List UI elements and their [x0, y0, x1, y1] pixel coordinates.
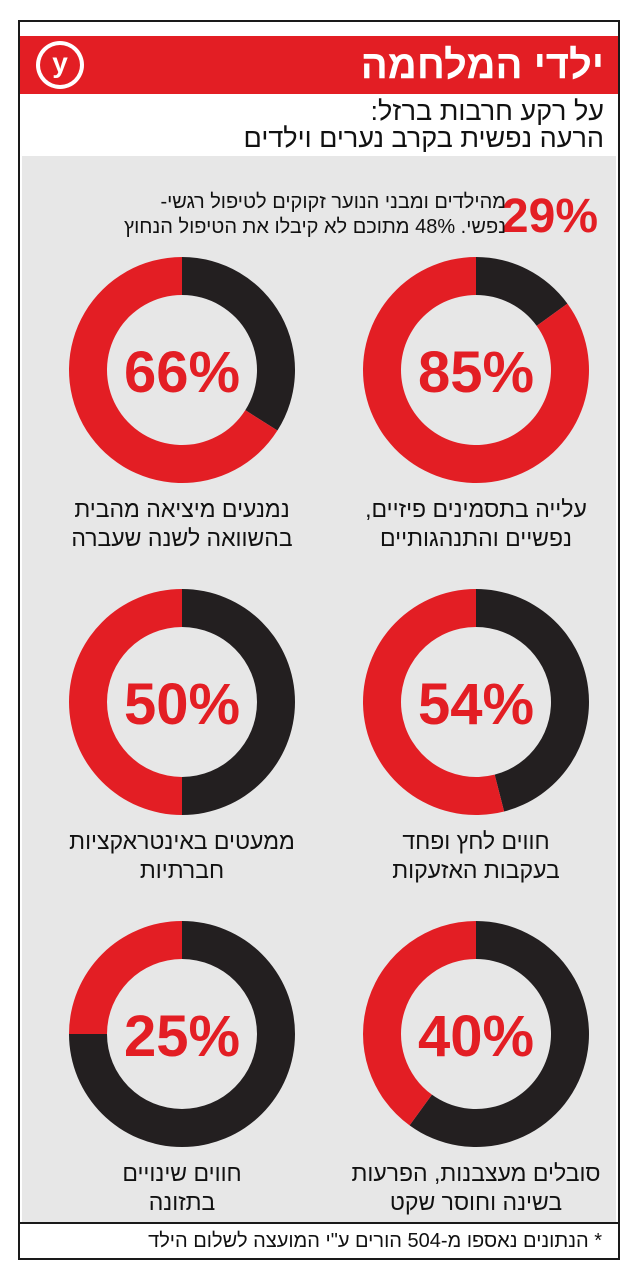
donut-caption-line-2: בשינה וחוסר שקט	[389, 1189, 563, 1215]
donut-remainder-slice	[409, 921, 589, 1147]
donut-value-slice	[363, 589, 505, 815]
donut-caption-4: ממעטים באינטראקציות חברתיות	[47, 827, 317, 885]
title-bar: ילדי המלחמה y	[20, 36, 618, 94]
donut-caption-line-1: עלייה בתסמינים פיזיים,	[365, 496, 587, 522]
donut-chart-6: 25%	[69, 921, 295, 1147]
donut-remainder-slice	[476, 589, 589, 812]
donut-caption-2: נמנעים מיציאה מהבית בהשוואה לשנה שעברה	[47, 495, 317, 553]
infographic-frame: ילדי המלחמה y על רקע חרבות ברזל: הרעה נפ…	[18, 20, 620, 1260]
headline-text: מהילדים ומבני הנוער זקוקים לטיפול רגשי- …	[46, 190, 506, 240]
donut-caption-line-2: בהשוואה לשנה שעברה	[71, 525, 293, 551]
donut-svg-1: 85%	[363, 257, 589, 483]
logo-letter-icon: y	[52, 50, 68, 78]
donut-remainder-slice	[476, 257, 568, 326]
donut-caption-line-2: חברתיות	[139, 857, 225, 883]
donut-value-slice	[69, 921, 182, 1034]
content-panel: 29% מהילדים ומבני הנוער זקוקים לטיפול רג…	[22, 156, 616, 1222]
donut-value-slice	[363, 257, 589, 483]
headline-line-1: מהילדים ומבני הנוער זקוקים לטיפול רגשי-	[160, 191, 506, 213]
svg-text:y: y	[52, 50, 68, 78]
donut-value-slice	[69, 589, 182, 815]
page-title: ילדי המלחמה	[360, 43, 604, 87]
donut-caption-line-2: בעקבות האזעקות	[392, 857, 560, 883]
donut-caption-line-1: נמנעים מיציאה מהבית	[74, 496, 290, 522]
footer-note: * הנתונים נאספו מ-504 הורים ע"י המועצה ל…	[20, 1222, 618, 1258]
donut-chart-2: 66%	[69, 257, 295, 483]
donut-svg-5: 40%	[363, 921, 589, 1147]
subtitle-line-2: הרעה נפשית בקרב נערים וילדים	[243, 123, 604, 153]
donut-value-label: 54%	[418, 672, 534, 737]
donut-value-slice	[363, 921, 476, 1126]
donut-caption-6: חווים שינויים בתזונה	[47, 1159, 317, 1217]
logo-icon: y	[36, 41, 84, 89]
donut-caption-line-1: חווים שינויים	[122, 1160, 242, 1186]
donut-remainder-slice	[69, 921, 295, 1147]
donut-remainder-slice	[182, 257, 295, 431]
donut-caption-line-2: בתזונה	[148, 1189, 216, 1215]
donut-svg-3: 54%	[363, 589, 589, 815]
donut-caption-line-2: נפשיים והתנהגותיים	[380, 525, 572, 551]
donut-caption-line-1: סובלים מעצבנות, הפרעות	[351, 1160, 601, 1186]
donut-value-label: 25%	[124, 1004, 240, 1069]
donut-caption-1: עלייה בתסמינים פיזיים, נפשיים והתנהגותיים	[341, 495, 611, 553]
headline-percent: 29%	[501, 190, 598, 243]
subtitle-line-1: על רקע חרבות ברזל:	[370, 96, 604, 126]
donut-value-label: 85%	[418, 340, 534, 405]
donut-chart-1: 85%	[363, 257, 589, 483]
donut-remainder-slice	[182, 589, 295, 815]
subtitle: על רקע חרבות ברזל: הרעה נפשית בקרב נערים…	[34, 98, 604, 152]
donut-caption-line-1: ממעטים באינטראקציות	[69, 828, 295, 854]
donut-svg-4: 50%	[69, 589, 295, 815]
donut-caption-5: סובלים מעצבנות, הפרעות בשינה וחוסר שקט	[341, 1159, 611, 1217]
donut-value-label: 66%	[124, 340, 240, 405]
donut-svg-6: 25%	[69, 921, 295, 1147]
donut-chart-3: 54%	[363, 589, 589, 815]
donut-chart-5: 40%	[363, 921, 589, 1147]
donut-value-slice	[69, 257, 278, 483]
donut-value-label: 40%	[418, 1004, 534, 1069]
donut-caption-line-1: חווים לחץ ופחד	[402, 828, 550, 854]
donut-caption-3: חווים לחץ ופחד בעקבות האזעקות	[341, 827, 611, 885]
donut-svg-2: 66%	[69, 257, 295, 483]
donut-chart-4: 50%	[69, 589, 295, 815]
headline-line-2: נפשי. 48% מתוכם לא קיבלו את הטיפול הנחוץ	[124, 216, 506, 238]
donut-value-label: 50%	[124, 672, 240, 737]
